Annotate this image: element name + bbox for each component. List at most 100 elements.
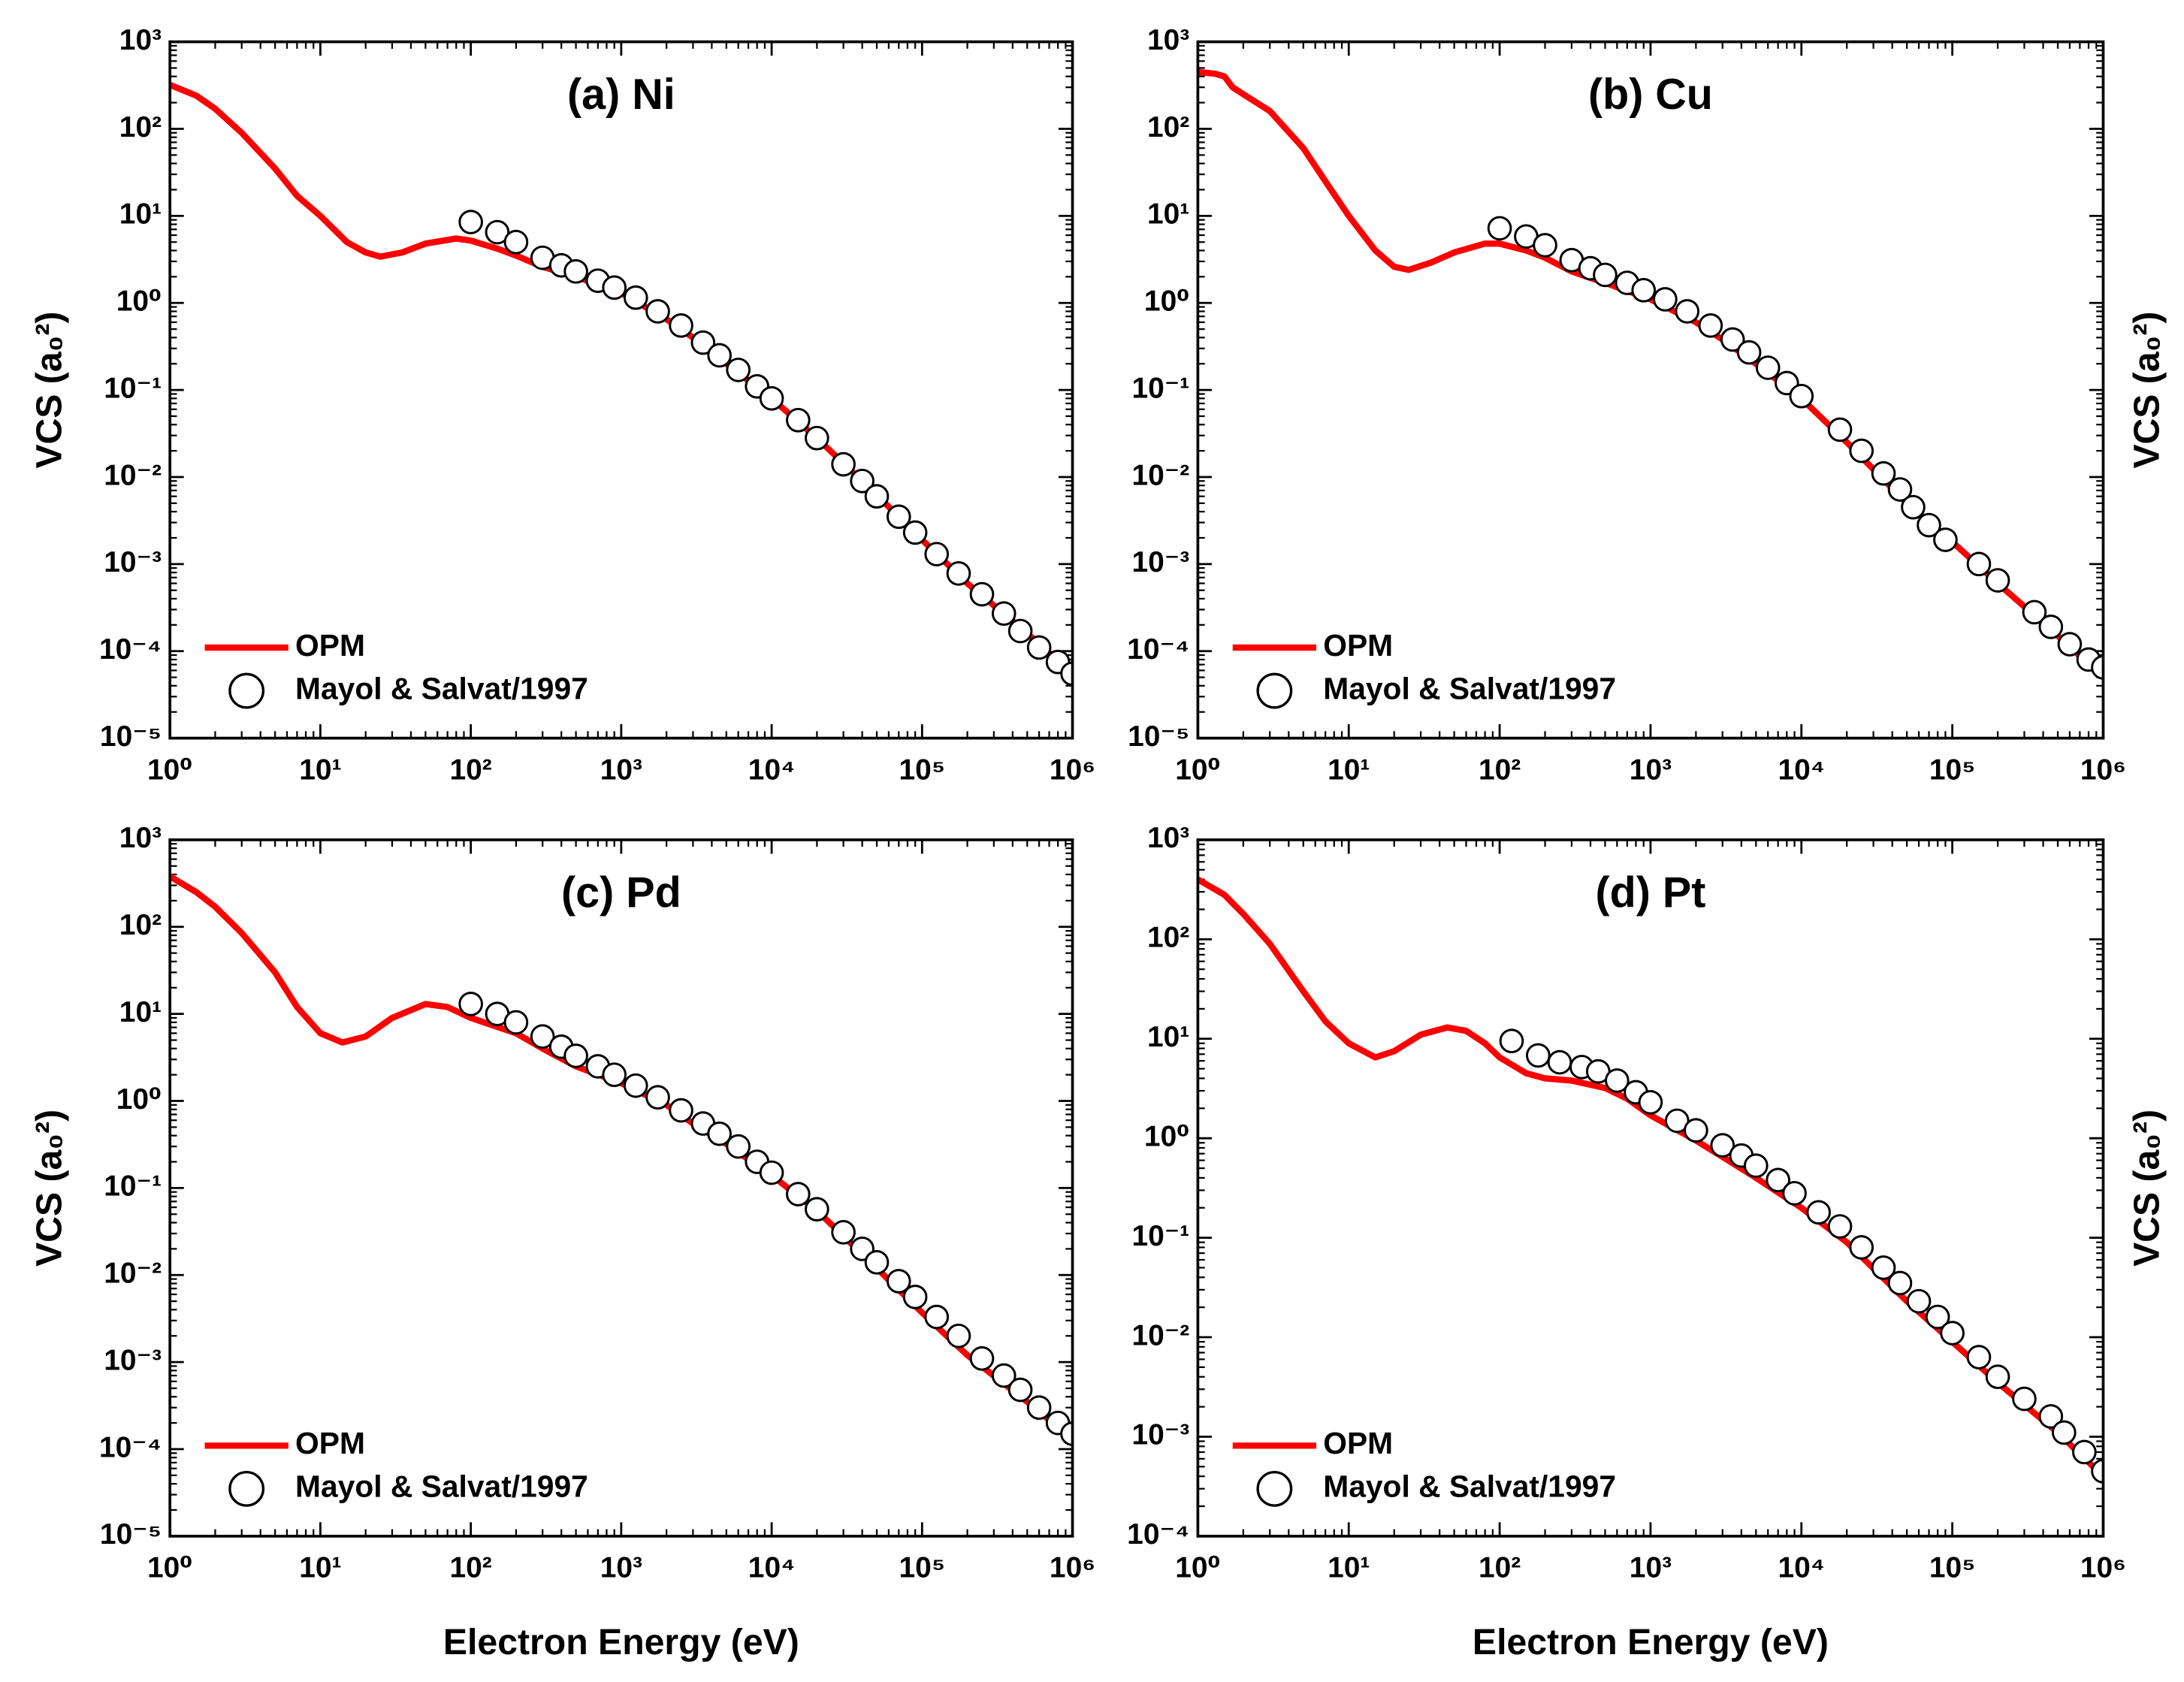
data-point xyxy=(1526,1043,1551,1068)
x-tick-label: 10² xyxy=(450,1552,492,1584)
data-point xyxy=(1806,1200,1831,1225)
y-tick-label: 10¹ xyxy=(119,996,162,1028)
x-tick-label: 10³ xyxy=(1630,1552,1672,1584)
data-point xyxy=(886,504,911,530)
legend-swatch xyxy=(228,672,265,709)
y-tick-label: 10⁻⁴ xyxy=(1127,1518,1189,1551)
data-point xyxy=(1499,1028,1524,1054)
x-tick-label: 10⁴ xyxy=(748,1552,796,1584)
y-tick-label: 10² xyxy=(1147,111,1189,143)
data-point xyxy=(645,1085,670,1110)
panel: 10⁰ 10¹ 10² 10³ 10⁴ 10⁵ 10⁶ 10⁻⁵ 10⁻⁴ 10⁻³ 10⁻² 10⁻… xyxy=(29,822,1095,1662)
y-tick-label: 10³ xyxy=(119,24,162,56)
chart-title: (b) Cu xyxy=(1588,71,1713,119)
data-point xyxy=(2022,599,2047,625)
x-tick-label: 10⁰ xyxy=(1175,1552,1220,1584)
data-point xyxy=(805,425,829,451)
data-point xyxy=(1720,327,1745,352)
data-point xyxy=(1710,1133,1735,1158)
data-point xyxy=(864,1250,890,1275)
data-point xyxy=(1827,417,1853,442)
data-point xyxy=(1631,277,1657,303)
data-point xyxy=(530,1024,555,1049)
x-tick-label: 10⁰ xyxy=(147,753,192,786)
data-point xyxy=(1933,527,1958,552)
data-point xyxy=(1698,313,1723,338)
data-point xyxy=(563,1043,588,1068)
x-axis-label: Electron Energy (eV) xyxy=(1473,1622,1829,1662)
data-line xyxy=(170,82,1073,676)
y-axis-label: VCS (a₀²) xyxy=(2126,1110,2167,1267)
data-point xyxy=(503,229,529,255)
data-point xyxy=(1533,233,1557,258)
data-point xyxy=(1985,568,2010,593)
x-tick-label: 10¹ xyxy=(299,753,341,786)
data-point xyxy=(924,542,950,566)
x-tick-label: 10¹ xyxy=(1328,753,1370,786)
x-tick-label: 10¹ xyxy=(1328,1552,1370,1584)
data-point xyxy=(1887,1270,1913,1296)
data-point xyxy=(726,358,751,382)
y-tick-label: 10⁻⁵ xyxy=(100,1518,162,1551)
data-point xyxy=(1827,1214,1853,1239)
y-tick-label: 10⁻² xyxy=(1131,459,1189,491)
data-point xyxy=(485,219,510,245)
y-tick-label: 10⁻⁴ xyxy=(99,1431,162,1463)
y-tick-label: 10⁻⁵ xyxy=(100,720,162,753)
data-point xyxy=(1871,461,1896,486)
legend-label: Mayol & Salvat/1997 xyxy=(295,671,588,705)
y-tick-label: 10⁻³ xyxy=(104,1344,162,1376)
panel: 10⁰ 10¹ 10² 10³ 10⁴ 10⁵ 10⁶ 10⁻⁴ 10⁻³ 10⁻² 10⁻¹ 10⁰… xyxy=(1127,822,2167,1662)
legend-label: OPM xyxy=(295,1426,365,1460)
legend: OPM Mayol & Salvat/1997 xyxy=(1232,628,1616,709)
y-tick-label: 10³ xyxy=(1147,24,1189,56)
data-point xyxy=(902,1285,928,1309)
data-point xyxy=(1782,1181,1807,1206)
data-point xyxy=(759,1160,784,1185)
data-point xyxy=(805,1197,829,1222)
x-tick-label: 10² xyxy=(450,753,492,786)
data-point xyxy=(1985,1364,2010,1390)
data-point xyxy=(623,285,648,310)
data-point xyxy=(602,1062,627,1087)
data-point xyxy=(1743,1153,1769,1179)
data-point xyxy=(690,330,716,355)
data-point xyxy=(1766,1167,1790,1193)
data-point xyxy=(886,1269,911,1294)
data-point xyxy=(1675,299,1700,324)
data-point xyxy=(1684,1118,1708,1143)
chart-title: (d) Pt xyxy=(1596,868,1706,916)
y-tick-label: 10⁻² xyxy=(104,459,162,491)
y-tick-label: 10⁻² xyxy=(1131,1319,1189,1351)
legend: OPM Mayol & Salvat/1997 xyxy=(204,1426,588,1507)
data-point xyxy=(563,259,588,284)
x-tick-label: 10⁵ xyxy=(1929,753,1976,786)
y-axis-label: VCS (a₀²) xyxy=(29,312,69,469)
data-point xyxy=(1871,1255,1896,1280)
y-tick-label: 10¹ xyxy=(1147,1021,1189,1053)
y-tick-label: 10¹ xyxy=(119,198,162,231)
data-point xyxy=(1906,1288,1932,1314)
data-point xyxy=(2051,1420,2077,1445)
data-point xyxy=(1026,1395,1052,1421)
data-point xyxy=(1736,340,1762,365)
data-point xyxy=(1755,355,1781,380)
legend-label: OPM xyxy=(295,628,365,663)
data-line xyxy=(170,874,1073,1442)
data-point xyxy=(1060,1421,1073,1446)
legend-label: Mayol & Salvat/1997 xyxy=(295,1469,588,1504)
data-point xyxy=(991,1363,1016,1388)
y-tick-label: 10² xyxy=(1147,922,1189,954)
x-tick-label: 10⁶ xyxy=(2080,753,2126,786)
x-tick-label: 10¹ xyxy=(299,1552,341,1584)
data-point xyxy=(2091,1459,2104,1484)
y-tick-label: 10⁻¹ xyxy=(104,1170,162,1203)
data-point xyxy=(946,561,971,586)
y-tick-label: 10⁻¹ xyxy=(1131,372,1189,404)
data-point xyxy=(1966,551,1992,577)
data-point xyxy=(1966,1345,1992,1369)
y-tick-label: 10⁻² xyxy=(104,1258,162,1290)
x-tick-label: 10⁶ xyxy=(1050,1552,1095,1584)
plot-area xyxy=(170,874,1073,1446)
frame xyxy=(168,40,1074,740)
